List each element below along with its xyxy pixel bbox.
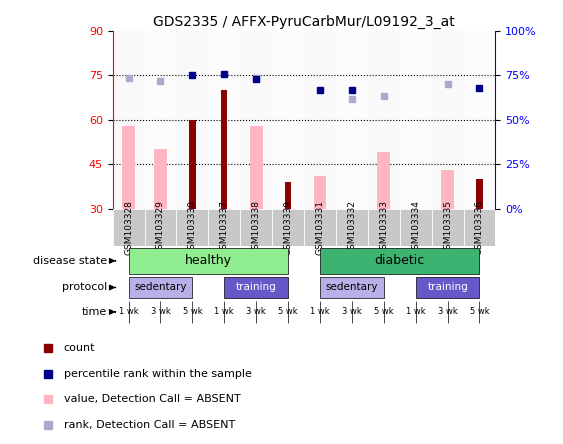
Bar (463, 31, 495, 209)
Text: rank, Detection Call = ABSENT: rank, Detection Call = ABSENT (64, 420, 235, 430)
Text: healthy: healthy (185, 254, 232, 267)
Text: 3 wk: 3 wk (437, 307, 458, 317)
Text: GSM103328: GSM103328 (124, 200, 133, 255)
Text: 3 wk: 3 wk (342, 307, 362, 317)
Text: GSM103331: GSM103331 (315, 200, 324, 255)
Bar (176, 209, 208, 246)
Bar (336, 31, 368, 209)
Text: disease state: disease state (33, 256, 107, 266)
Bar (224, 277, 288, 298)
Text: value, Detection Call = ABSENT: value, Detection Call = ABSENT (64, 394, 240, 404)
Bar (145, 31, 176, 209)
Bar (250, 126, 262, 209)
Bar (128, 248, 288, 274)
Bar (154, 150, 167, 209)
Text: protocol: protocol (62, 282, 107, 293)
Bar (368, 209, 400, 246)
Text: 5 wk: 5 wk (182, 307, 202, 317)
Text: GSM103330: GSM103330 (188, 200, 197, 255)
Title: GDS2335 / AFFX-PyruCarbMur/L09192_3_at: GDS2335 / AFFX-PyruCarbMur/L09192_3_at (153, 15, 455, 29)
Text: 5 wk: 5 wk (278, 307, 298, 317)
Text: count: count (64, 343, 95, 353)
Text: time: time (82, 307, 107, 317)
Bar (415, 277, 480, 298)
Text: 5 wk: 5 wk (374, 307, 394, 317)
Text: training: training (427, 282, 468, 293)
Text: GSM103329: GSM103329 (156, 200, 165, 255)
Bar (400, 209, 432, 246)
Bar (176, 31, 208, 209)
Text: sedentary: sedentary (134, 282, 187, 293)
Bar (113, 31, 145, 209)
Bar (208, 31, 240, 209)
Bar (285, 182, 291, 209)
Bar (400, 31, 432, 209)
Bar (272, 209, 304, 246)
Bar (208, 209, 240, 246)
Text: GSM103336: GSM103336 (475, 200, 484, 255)
Bar (463, 209, 495, 246)
Text: GSM103339: GSM103339 (284, 200, 293, 255)
Bar (128, 277, 193, 298)
Bar (240, 31, 272, 209)
Text: GSM103334: GSM103334 (411, 200, 420, 255)
Bar (377, 152, 390, 209)
Text: percentile rank within the sample: percentile rank within the sample (64, 369, 252, 379)
Bar (304, 209, 336, 246)
Bar (432, 31, 463, 209)
Text: 3 wk: 3 wk (150, 307, 171, 317)
Text: 5 wk: 5 wk (470, 307, 489, 317)
Text: training: training (236, 282, 276, 293)
Bar (221, 90, 227, 209)
Bar (145, 209, 176, 246)
Text: diabetic: diabetic (374, 254, 425, 267)
Text: 1 wk: 1 wk (406, 307, 426, 317)
Bar (336, 209, 368, 246)
Bar (122, 126, 135, 209)
Text: GSM103332: GSM103332 (347, 200, 356, 255)
Bar (272, 31, 304, 209)
Bar (476, 179, 482, 209)
Text: GSM103335: GSM103335 (443, 200, 452, 255)
Text: GSM103337: GSM103337 (220, 200, 229, 255)
Bar (113, 209, 145, 246)
Bar (368, 31, 400, 209)
Bar (304, 31, 336, 209)
Text: 1 wk: 1 wk (215, 307, 234, 317)
Text: 1 wk: 1 wk (310, 307, 330, 317)
Bar (189, 120, 195, 209)
Text: sedentary: sedentary (325, 282, 378, 293)
Bar (320, 248, 480, 274)
Bar (432, 209, 463, 246)
Bar (320, 277, 384, 298)
Text: GSM103338: GSM103338 (252, 200, 261, 255)
Text: 3 wk: 3 wk (246, 307, 266, 317)
Bar (314, 176, 327, 209)
Bar (441, 170, 454, 209)
Text: GSM103333: GSM103333 (379, 200, 388, 255)
Bar (240, 209, 272, 246)
Text: 1 wk: 1 wk (119, 307, 138, 317)
